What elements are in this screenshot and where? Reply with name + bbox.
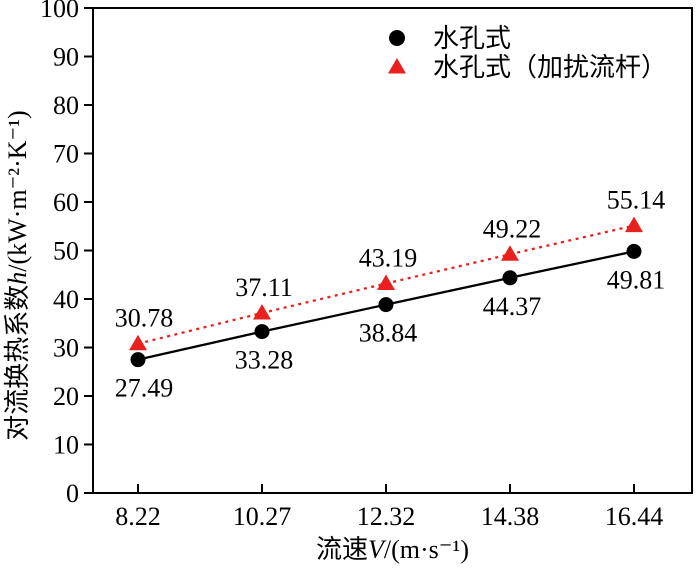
- data-point-label: 49.22: [483, 214, 542, 243]
- y-tick-label: 20: [53, 382, 79, 411]
- x-tick-label: 12.32: [357, 502, 416, 531]
- legend-marker-circle: [389, 30, 405, 46]
- data-point-circle: [254, 324, 270, 340]
- data-point-label: 33.28: [235, 346, 294, 375]
- data-point-triangle: [501, 245, 519, 261]
- x-tick-label: 10.27: [233, 502, 292, 531]
- data-point-circle: [502, 270, 518, 286]
- data-point-label: 55.14: [607, 186, 666, 215]
- data-point-triangle: [377, 274, 395, 291]
- data-point-label: 49.81: [607, 265, 666, 294]
- y-tick-label: 10: [53, 431, 79, 460]
- data-point-label: 37.11: [235, 273, 293, 302]
- x-tick-label: 14.38: [481, 502, 540, 531]
- data-point-label: 44.37: [483, 292, 542, 321]
- data-point-triangle: [253, 304, 271, 320]
- y-tick-label: 60: [53, 188, 79, 217]
- legend-label: 水孔式: [433, 24, 511, 53]
- data-point-label: 30.78: [115, 304, 174, 333]
- data-point-circle: [626, 243, 642, 259]
- data-point-circle: [378, 297, 394, 313]
- y-tick-label: 0: [66, 479, 79, 508]
- data-point-label: 43.19: [359, 244, 418, 273]
- y-tick-label: 80: [53, 91, 79, 120]
- x-axis-title: 流速V/(m·s⁻¹): [316, 535, 469, 564]
- y-axis-title: 对流换热系数h/(kW·m⁻²·K⁻¹): [3, 110, 32, 440]
- data-point-label: 38.84: [359, 319, 418, 348]
- y-tick-label: 40: [53, 285, 79, 314]
- y-tick-label: 30: [53, 334, 79, 363]
- x-tick-label: 16.44: [605, 502, 664, 531]
- x-tick-label: 8.22: [115, 502, 161, 531]
- y-tick-label: 70: [53, 140, 79, 169]
- data-point-circle: [130, 352, 146, 368]
- y-tick-label: 90: [53, 43, 79, 72]
- data-point-triangle: [129, 334, 147, 351]
- y-tick-label: 100: [40, 0, 79, 23]
- legend-marker-triangle: [388, 58, 406, 74]
- data-point-triangle: [625, 216, 643, 233]
- data-point-label: 27.49: [115, 374, 174, 403]
- y-tick-label: 50: [53, 237, 79, 266]
- legend-label: 水孔式（加扰流杆）: [433, 53, 667, 82]
